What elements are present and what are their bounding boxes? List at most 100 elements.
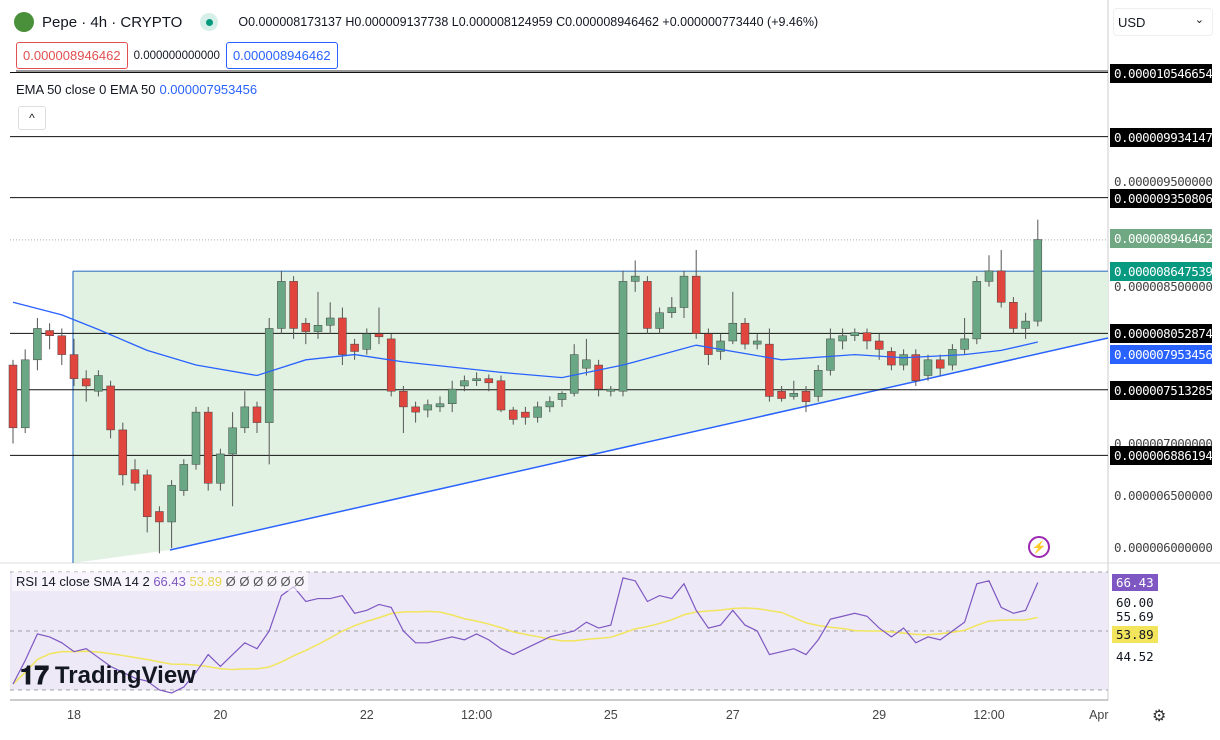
candle-body xyxy=(264,328,274,423)
candle-body xyxy=(81,378,91,387)
candle-body xyxy=(521,411,530,418)
candle-body xyxy=(874,340,884,350)
candle-body xyxy=(813,370,823,397)
level-price-label: 0.000007513285 xyxy=(1110,380,1213,400)
candle-body xyxy=(167,485,176,523)
market-status-icon[interactable] xyxy=(200,13,219,31)
rsi-axis-label: 44.52 xyxy=(1116,649,1154,664)
candle-body xyxy=(399,390,408,408)
current-price-label: 0.000008946462 06:03 xyxy=(1110,229,1213,261)
candle-body xyxy=(752,340,762,345)
candle-body xyxy=(191,411,201,465)
ascending-trendline xyxy=(169,337,1109,551)
candle-body xyxy=(887,351,896,366)
triangle-pattern-fill xyxy=(73,271,1108,563)
time-tick-label: 20 xyxy=(213,708,228,722)
spread-value: 0.000000000000 xyxy=(133,49,220,62)
time-tick-label: 25 xyxy=(603,708,618,722)
rsi-axis-label: 60.00 xyxy=(1116,595,1154,610)
candle-body xyxy=(850,332,860,337)
level-price-label: 0.000009934147 xyxy=(1110,127,1213,147)
candle-body xyxy=(386,338,396,392)
rsi-axis-label: 55.69 xyxy=(1116,609,1154,624)
rsi-legend[interactable]: RSI 14 close SMA 14 2 66.43 53.89 Ø Ø Ø … xyxy=(12,572,309,591)
candle-body xyxy=(508,409,518,420)
candle-body xyxy=(496,380,506,411)
candle-body xyxy=(594,364,603,390)
candle-body xyxy=(1021,320,1030,329)
candle-body xyxy=(704,333,713,355)
candle-body xyxy=(118,429,128,476)
rsi-axis-label: 53.89 xyxy=(1112,626,1158,643)
candle-body xyxy=(606,388,616,392)
candle-body xyxy=(728,322,738,342)
candle-body xyxy=(447,388,457,405)
rsi-axis-label: 66.43 xyxy=(1112,574,1158,591)
candle-body xyxy=(33,328,42,361)
candle-body xyxy=(630,275,640,282)
ema-line xyxy=(12,301,1038,379)
candle-body xyxy=(20,359,30,429)
candle-body xyxy=(325,317,335,326)
chevron-down-icon: ⌄ xyxy=(1194,14,1204,26)
candle-body xyxy=(472,378,481,381)
symbol-title[interactable]: Pepe · 4h · CRYPTO xyxy=(42,13,183,31)
candle-body xyxy=(789,393,799,397)
candle-body xyxy=(826,338,835,371)
candle-body xyxy=(545,401,555,408)
level-price-label: 0.000009350806 xyxy=(1110,188,1213,208)
time-tick-label: 18 xyxy=(67,708,81,722)
candle-body xyxy=(655,312,664,329)
candle-body xyxy=(130,469,140,484)
sell-button[interactable]: 0.000008946462 xyxy=(16,42,128,69)
time-tick-label: 12:00 xyxy=(973,708,1005,722)
symbol-header: Pepe · 4h · CRYPTO O0.000008173137 H0.00… xyxy=(14,12,818,32)
time-tick-label: 27 xyxy=(725,708,740,722)
candle-body xyxy=(716,340,725,352)
candle-body xyxy=(8,364,18,429)
trade-buttons: 0.000008946462 0.000000000000 0.00000894… xyxy=(16,42,338,69)
time-tick-label: 29 xyxy=(872,708,887,722)
candle-body xyxy=(423,404,433,411)
candle-body xyxy=(972,281,982,340)
price-tick-label: 0.000009500000 xyxy=(1114,174,1213,189)
candle-body xyxy=(57,335,67,355)
buy-button[interactable]: 0.000008946462 xyxy=(225,42,338,69)
candle-body xyxy=(155,511,164,523)
currency-select[interactable]: USD ⌄ xyxy=(1113,8,1213,36)
candle-body xyxy=(996,270,1006,303)
level-price-label: 0.000010546654 xyxy=(1110,63,1213,83)
triangle-top-price-label: 0.000008647539 xyxy=(1110,262,1213,282)
price-tick-label: 0.000008500000 xyxy=(1114,278,1213,294)
candle-body xyxy=(1009,302,1018,329)
pepe-logo-icon xyxy=(14,12,34,32)
candle-body xyxy=(460,380,469,387)
candle-body xyxy=(106,385,115,431)
ohlc-values: O0.000008173137 H0.000009137738 L0.00000… xyxy=(238,15,819,29)
candle-body xyxy=(691,275,701,334)
candle-body xyxy=(667,307,677,313)
candle-body xyxy=(618,281,628,392)
candle-body xyxy=(203,411,213,484)
candle-body xyxy=(679,275,689,308)
candle-body xyxy=(277,281,286,329)
ema-legend[interactable]: EMA 50 close 0 EMA 50 0.000007953456 xyxy=(16,82,258,97)
candle-body xyxy=(301,322,311,332)
candle-body xyxy=(142,474,152,517)
ema-price-label: 0.000007953456 xyxy=(1110,345,1213,364)
candle-body xyxy=(94,375,103,392)
collapse-legend-button[interactable]: ^ xyxy=(18,106,46,130)
candle-body xyxy=(777,390,786,399)
settings-icon[interactable]: ⚙ xyxy=(1152,708,1167,725)
candle-body xyxy=(838,335,847,342)
candle-body xyxy=(338,317,347,355)
candle-body xyxy=(45,330,54,337)
candle-body xyxy=(801,390,811,402)
candle-body xyxy=(179,464,189,491)
candle-body xyxy=(411,406,420,413)
lightning-icon[interactable]: ⚡ xyxy=(1028,536,1050,558)
price-tick-label: 0.000006000000 xyxy=(1114,540,1213,556)
price-tick-label: 0.000006500000 xyxy=(1114,487,1213,503)
candle-body xyxy=(289,281,298,329)
